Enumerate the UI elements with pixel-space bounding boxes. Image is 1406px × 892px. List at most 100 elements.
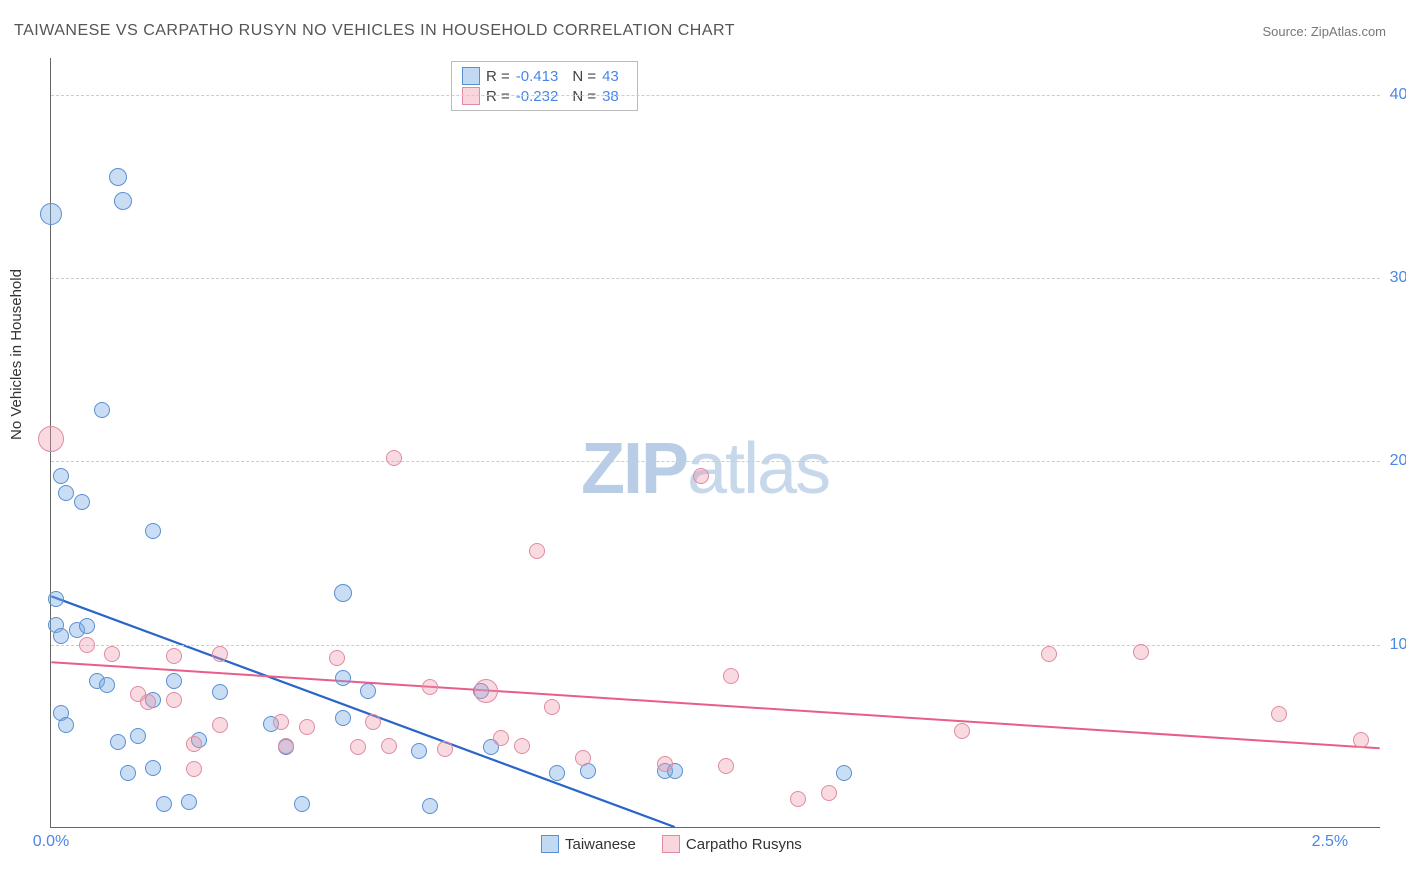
trend-line	[51, 662, 1379, 748]
chart-title: TAIWANESE VS CARPATHO RUSYN NO VEHICLES …	[14, 22, 735, 40]
data-point	[360, 683, 376, 699]
data-point	[821, 785, 837, 801]
data-point	[38, 426, 64, 452]
stat-n-taiwanese: 43	[602, 68, 619, 85]
data-point	[723, 668, 739, 684]
data-point	[166, 648, 182, 664]
data-point	[657, 756, 673, 772]
data-point	[212, 684, 228, 700]
data-point	[212, 646, 228, 662]
data-point	[335, 670, 351, 686]
watermark-bold: ZIP	[581, 429, 687, 509]
legend-label-taiwanese: Taiwanese	[565, 836, 636, 853]
stat-r-rusyn: -0.232	[516, 88, 559, 105]
data-point	[58, 485, 74, 501]
data-point	[145, 760, 161, 776]
scatter-plot: ZIPatlas R = -0.413 N = 43 R = -0.232 N …	[50, 58, 1380, 828]
source-label: Source: ZipAtlas.com	[1262, 24, 1386, 39]
data-point	[474, 679, 498, 703]
data-point	[529, 543, 545, 559]
data-point	[130, 728, 146, 744]
gridline-h	[51, 645, 1380, 646]
data-point	[273, 714, 289, 730]
data-point	[99, 677, 115, 693]
stats-box: R = -0.413 N = 43 R = -0.232 N = 38	[451, 61, 638, 111]
data-point	[954, 723, 970, 739]
data-point	[186, 761, 202, 777]
data-point	[1271, 706, 1287, 722]
x-tick-label: 0.0%	[33, 833, 69, 851]
gridline-h	[51, 278, 1380, 279]
y-tick-label: 10.0%	[1385, 636, 1406, 654]
data-point	[58, 717, 74, 733]
data-point	[1133, 644, 1149, 660]
data-point	[386, 450, 402, 466]
data-point	[422, 679, 438, 695]
data-point	[79, 637, 95, 653]
swatch-rusyn-icon	[462, 87, 480, 105]
stat-n-label: N =	[572, 68, 596, 85]
stat-r-label-2: R =	[486, 88, 510, 105]
x-tick-label: 2.5%	[1312, 833, 1348, 851]
legend-item-rusyn: Carpatho Rusyns	[662, 835, 802, 853]
stats-row-rusyn: R = -0.232 N = 38	[462, 86, 627, 106]
y-tick-label: 40.0%	[1385, 86, 1406, 104]
bottom-legend: Taiwanese Carpatho Rusyns	[541, 835, 802, 853]
data-point	[48, 591, 64, 607]
data-point	[109, 168, 127, 186]
data-point	[79, 618, 95, 634]
trend-line	[51, 596, 674, 827]
data-point	[544, 699, 560, 715]
data-point	[381, 738, 397, 754]
data-point	[53, 628, 69, 644]
data-point	[94, 402, 110, 418]
data-point	[294, 796, 310, 812]
data-point	[493, 730, 509, 746]
data-point	[110, 734, 126, 750]
data-point	[120, 765, 136, 781]
data-point	[156, 796, 172, 812]
data-point	[514, 738, 530, 754]
gridline-h	[51, 461, 1380, 462]
data-point	[693, 468, 709, 484]
y-tick-label: 20.0%	[1385, 452, 1406, 470]
data-point	[278, 738, 294, 754]
data-point	[166, 692, 182, 708]
data-point	[350, 739, 366, 755]
trend-lines	[51, 58, 1380, 827]
data-point	[166, 673, 182, 689]
data-point	[335, 710, 351, 726]
data-point	[40, 203, 62, 225]
data-point	[186, 736, 202, 752]
data-point	[140, 694, 156, 710]
stat-n-rusyn: 38	[602, 88, 619, 105]
data-point	[365, 714, 381, 730]
data-point	[411, 743, 427, 759]
stat-r-taiwanese: -0.413	[516, 68, 559, 85]
legend-label-rusyn: Carpatho Rusyns	[686, 836, 802, 853]
data-point	[53, 468, 69, 484]
data-point	[104, 646, 120, 662]
stat-n-label-2: N =	[572, 88, 596, 105]
y-tick-label: 30.0%	[1385, 269, 1406, 287]
data-point	[790, 791, 806, 807]
data-point	[114, 192, 132, 210]
stats-row-taiwanese: R = -0.413 N = 43	[462, 66, 627, 86]
stat-r-label: R =	[486, 68, 510, 85]
data-point	[212, 717, 228, 733]
data-point	[181, 794, 197, 810]
data-point	[299, 719, 315, 735]
data-point	[334, 584, 352, 602]
data-point	[329, 650, 345, 666]
legend-item-taiwanese: Taiwanese	[541, 835, 636, 853]
data-point	[836, 765, 852, 781]
gridline-h	[51, 95, 1380, 96]
data-point	[549, 765, 565, 781]
legend-swatch-taiwanese-icon	[541, 835, 559, 853]
data-point	[718, 758, 734, 774]
data-point	[575, 750, 591, 766]
data-point	[145, 523, 161, 539]
data-point	[74, 494, 90, 510]
watermark-light: atlas	[687, 429, 829, 509]
legend-swatch-rusyn-icon	[662, 835, 680, 853]
